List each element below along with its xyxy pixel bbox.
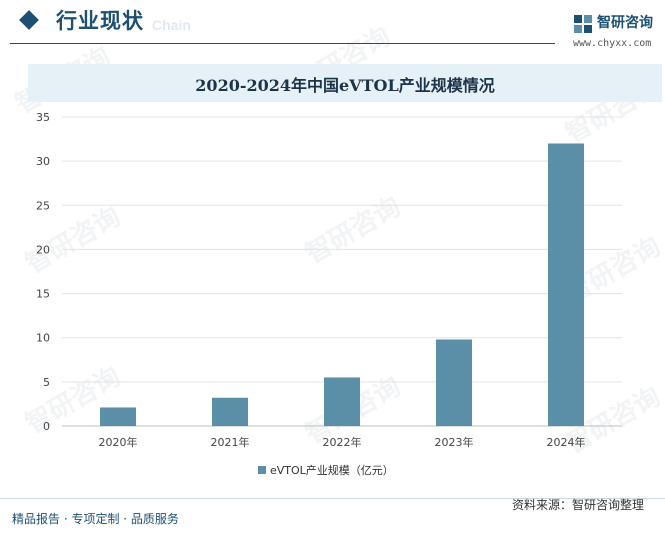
brand-logo-icon bbox=[574, 15, 592, 33]
brand-url: www.chyxx.com bbox=[573, 38, 652, 49]
header-divider bbox=[10, 43, 555, 44]
bar bbox=[212, 397, 248, 426]
legend-swatch bbox=[258, 466, 266, 474]
brand-name: 智研咨询 bbox=[597, 15, 653, 31]
bar bbox=[100, 407, 136, 426]
chart-title-band: 2020-2024年中国eVTOL产业规模情况 bbox=[28, 64, 662, 102]
chart-title: 2020-2024年中国eVTOL产业规模情况 bbox=[195, 76, 495, 95]
source-note: 资料来源：智研咨询整理 bbox=[512, 498, 645, 512]
x-tick-label: 2023年 bbox=[435, 435, 474, 449]
y-tick-label: 20 bbox=[36, 243, 50, 256]
y-tick-label: 0 bbox=[43, 420, 50, 433]
y-tick-label: 25 bbox=[36, 199, 50, 212]
x-tick-label: 2020年 bbox=[99, 435, 138, 449]
y-tick-label: 15 bbox=[36, 288, 50, 301]
y-tick-label: 10 bbox=[36, 332, 50, 345]
bar bbox=[436, 339, 472, 426]
x-tick-label: 2022年 bbox=[323, 435, 362, 449]
legend-label: eVTOL产业规模（亿元） bbox=[270, 464, 394, 477]
section-title: 行业现状 bbox=[56, 9, 144, 33]
bar bbox=[324, 377, 360, 426]
header-ghost-text: Chain bbox=[152, 17, 191, 33]
bar bbox=[548, 143, 584, 426]
y-tick-label: 35 bbox=[36, 111, 50, 124]
y-tick-label: 5 bbox=[43, 376, 50, 389]
footer-divider bbox=[0, 498, 665, 499]
x-tick-label: 2024年 bbox=[547, 435, 586, 449]
x-tick-label: 2021年 bbox=[211, 435, 250, 449]
footer-tagline: 精品报告 · 专项定制 · 品质服务 bbox=[12, 512, 179, 526]
page-header: 行业现状 Chain 智研咨询 www.chyxx.com bbox=[0, 0, 665, 49]
y-tick-label: 30 bbox=[36, 155, 50, 168]
